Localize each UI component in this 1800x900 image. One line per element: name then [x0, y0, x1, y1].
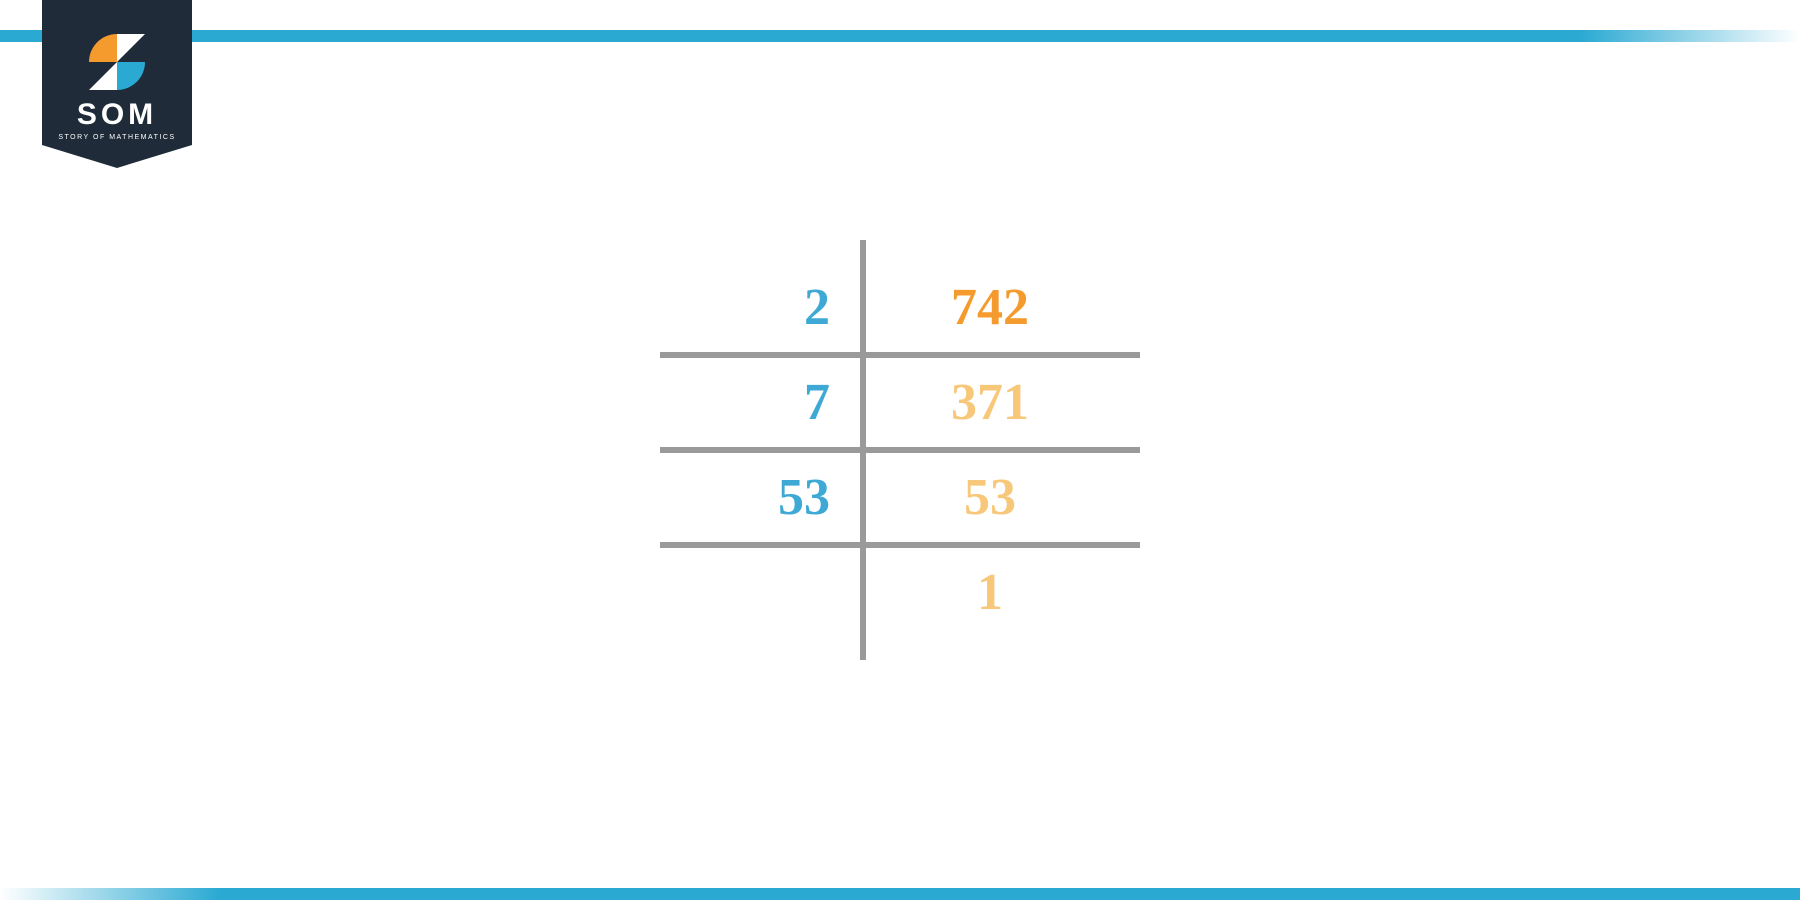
brand-subtitle: STORY OF MATHEMATICS	[58, 134, 175, 141]
quotient-cell: 1	[860, 545, 1120, 640]
quotient-cell: 53	[860, 450, 1120, 545]
bottom-accent-bar	[0, 888, 1800, 900]
logo-tri-2	[89, 62, 117, 90]
brand-badge: SOM STORY OF MATHEMATICS	[42, 0, 192, 160]
divisor-cell: 7	[680, 355, 860, 450]
brand-title: SOM	[77, 98, 157, 132]
divisor-cell: 2	[680, 260, 860, 355]
factorization-diagram: 2742737153531	[680, 260, 1120, 640]
logo-quarter-1	[89, 34, 117, 62]
bar-segment	[220, 888, 1800, 900]
brand-logo-icon	[89, 34, 145, 90]
logo-quarter-2	[117, 62, 145, 90]
horizontal-divider	[660, 447, 1140, 453]
bar-fade	[1580, 30, 1800, 42]
divisor-cell	[680, 545, 860, 640]
bar-segment	[0, 30, 42, 42]
horizontal-divider	[660, 352, 1140, 358]
bar-segment	[42, 30, 1580, 42]
logo-tri-1	[117, 34, 145, 62]
horizontal-divider	[660, 542, 1140, 548]
divisor-cell: 53	[680, 450, 860, 545]
quotient-cell: 742	[860, 260, 1120, 355]
bar-fade	[0, 888, 220, 900]
top-accent-bar	[0, 30, 1800, 42]
quotient-cell: 371	[860, 355, 1120, 450]
